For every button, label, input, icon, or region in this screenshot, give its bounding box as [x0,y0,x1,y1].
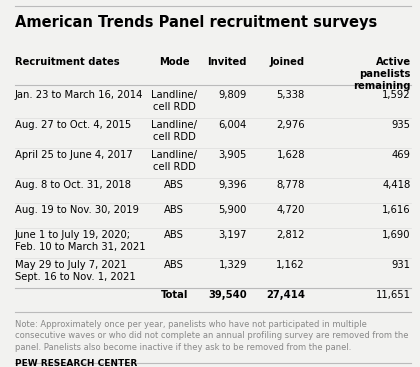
Text: 2,976: 2,976 [276,120,305,130]
Text: Note: Approximately once per year, panelists who have not participated in multip: Note: Approximately once per year, panel… [15,320,408,352]
Text: PEW RESEARCH CENTER: PEW RESEARCH CENTER [15,359,137,367]
Text: 1,616: 1,616 [382,205,411,215]
Text: 1,162: 1,162 [276,260,305,270]
Text: 39,540: 39,540 [208,290,247,300]
Text: 4,418: 4,418 [383,180,411,190]
Text: Jan. 23 to March 16, 2014: Jan. 23 to March 16, 2014 [15,90,143,100]
Text: Landline/
cell RDD: Landline/ cell RDD [151,90,197,112]
Text: 27,414: 27,414 [266,290,305,300]
Text: 4,720: 4,720 [276,205,305,215]
Text: 5,900: 5,900 [218,205,247,215]
Text: Aug. 19 to Nov. 30, 2019: Aug. 19 to Nov. 30, 2019 [15,205,139,215]
Text: 9,809: 9,809 [218,90,247,100]
Text: Joined: Joined [270,57,305,67]
Text: 9,396: 9,396 [218,180,247,190]
Text: 3,197: 3,197 [218,230,247,240]
Text: 8,778: 8,778 [276,180,305,190]
Text: 1,592: 1,592 [382,90,411,100]
Text: Landline/
cell RDD: Landline/ cell RDD [151,120,197,142]
Text: 1,329: 1,329 [218,260,247,270]
Text: 931: 931 [392,260,411,270]
Text: 11,651: 11,651 [376,290,411,300]
Text: April 25 to June 4, 2017: April 25 to June 4, 2017 [15,150,132,160]
Text: Invited: Invited [207,57,247,67]
Text: 1,690: 1,690 [382,230,411,240]
Text: June 1 to July 19, 2020;
Feb. 10 to March 31, 2021: June 1 to July 19, 2020; Feb. 10 to Marc… [15,230,145,252]
Text: 3,905: 3,905 [218,150,247,160]
Text: 6,004: 6,004 [219,120,247,130]
Text: ABS: ABS [164,180,184,190]
Text: May 29 to July 7, 2021
Sept. 16 to Nov. 1, 2021: May 29 to July 7, 2021 Sept. 16 to Nov. … [15,260,135,282]
Text: 935: 935 [392,120,411,130]
Text: Total: Total [160,290,188,300]
Text: Recruitment dates: Recruitment dates [15,57,119,67]
Text: 2,812: 2,812 [276,230,305,240]
Text: ABS: ABS [164,230,184,240]
Text: 1,628: 1,628 [276,150,305,160]
Text: American Trends Panel recruitment surveys: American Trends Panel recruitment survey… [15,15,377,30]
Text: Aug. 8 to Oct. 31, 2018: Aug. 8 to Oct. 31, 2018 [15,180,131,190]
Text: ABS: ABS [164,205,184,215]
Text: Landline/
cell RDD: Landline/ cell RDD [151,150,197,172]
Text: Aug. 27 to Oct. 4, 2015: Aug. 27 to Oct. 4, 2015 [15,120,131,130]
Text: 5,338: 5,338 [277,90,305,100]
Text: ABS: ABS [164,260,184,270]
Text: Mode: Mode [159,57,189,67]
Text: 469: 469 [392,150,411,160]
Text: Active
panelists
remaining: Active panelists remaining [353,57,411,91]
